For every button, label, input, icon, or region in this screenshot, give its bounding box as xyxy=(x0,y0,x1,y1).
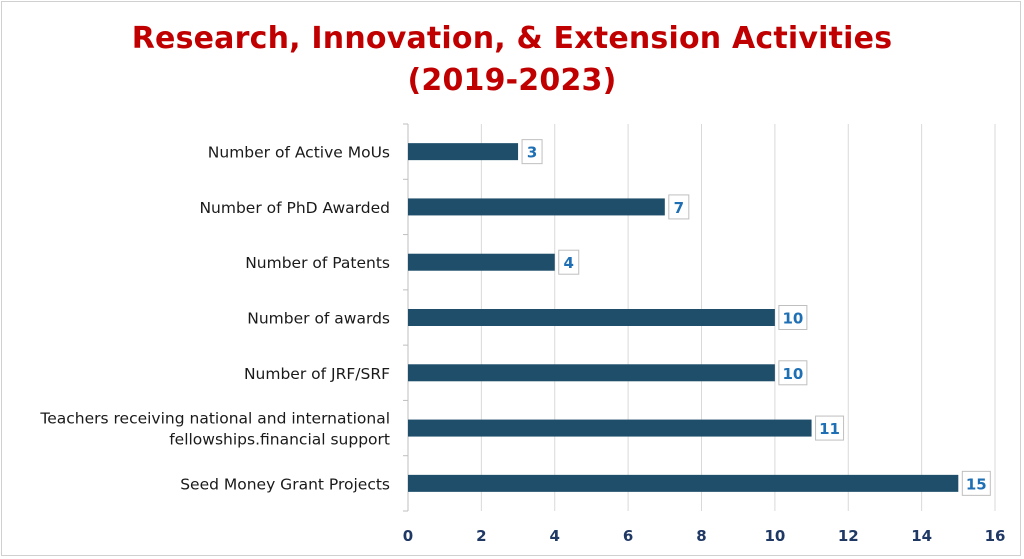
category-label: Number of Patents xyxy=(245,254,390,272)
bar xyxy=(408,143,519,161)
chart-title: Research, Innovation, & Extension Activi… xyxy=(0,18,1024,102)
value-label: 10 xyxy=(782,310,803,328)
value-label-box xyxy=(961,470,991,496)
category-label: fellowships.financial support xyxy=(169,431,390,449)
value-label: 10 xyxy=(782,365,803,383)
category-label: Seed Money Grant Projects xyxy=(180,475,390,493)
category-label: Number of Active MoUs xyxy=(208,144,390,162)
bar xyxy=(408,474,959,492)
chart-title-line1: Research, Innovation, & Extension Activi… xyxy=(131,21,893,56)
x-tick-label: 10 xyxy=(764,527,785,545)
x-tick-label: 12 xyxy=(838,527,859,545)
bar xyxy=(408,419,812,437)
category-label: Number of JRF/SRF xyxy=(244,365,390,383)
category-label: Teachers receiving national and internat… xyxy=(39,410,390,428)
bar xyxy=(408,364,775,382)
x-tick-label: 8 xyxy=(696,527,706,545)
value-label-box xyxy=(778,360,808,386)
value-label: 7 xyxy=(674,199,684,217)
value-label-box xyxy=(815,415,845,441)
value-label-box xyxy=(778,305,808,330)
category-label: Number of PhD Awarded xyxy=(199,199,390,217)
value-label: 11 xyxy=(819,420,840,438)
bar xyxy=(408,198,665,216)
bar xyxy=(408,253,555,271)
category-label: Number of awards xyxy=(247,310,390,328)
value-label-box xyxy=(521,139,543,165)
value-label: 3 xyxy=(527,144,537,162)
value-label: 4 xyxy=(564,254,574,272)
value-label-box xyxy=(558,249,580,275)
x-tick-label: 6 xyxy=(623,527,633,545)
bar xyxy=(408,309,775,326)
x-tick-label: 0 xyxy=(403,527,413,545)
value-label-box xyxy=(668,194,690,220)
chart-title-line2: (2019-2023) xyxy=(407,63,617,98)
x-tick-label: 16 xyxy=(985,527,1006,545)
x-tick-label: 2 xyxy=(476,527,486,545)
x-tick-label: 14 xyxy=(911,527,932,545)
value-label: 15 xyxy=(966,475,987,493)
x-tick-label: 4 xyxy=(550,527,560,545)
